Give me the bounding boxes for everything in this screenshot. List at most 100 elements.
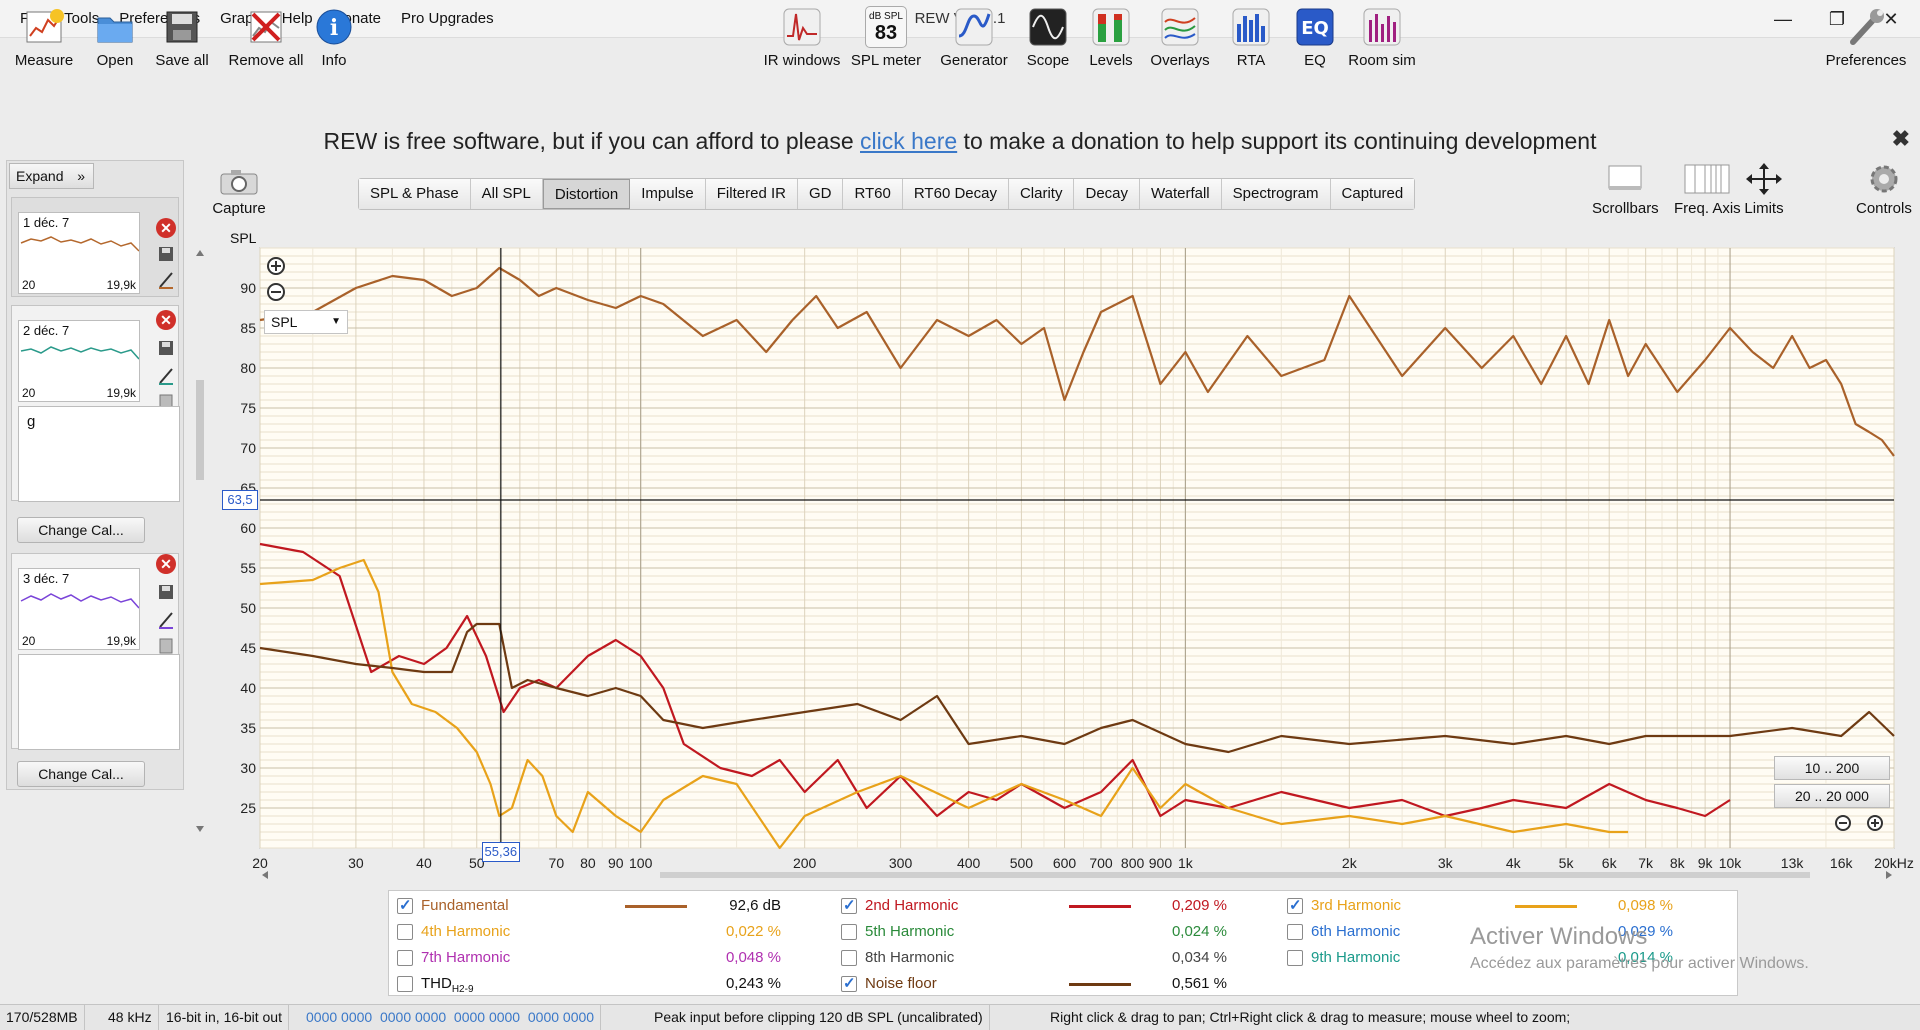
legend-label[interactable]: 7th Harmonic xyxy=(421,949,511,966)
legend-checkbox[interactable] xyxy=(397,896,413,914)
legend-checkbox[interactable] xyxy=(841,950,857,966)
room-sim-button[interactable]: Room sim xyxy=(1344,6,1420,78)
measurement-thumbnail[interactable]: 1 déc. 7 20 19,9k xyxy=(18,212,140,294)
donation-link[interactable]: click here xyxy=(860,128,958,154)
measurement-item[interactable]: 2 déc. 7 20 19,9k ✕ g xyxy=(11,305,180,502)
expand-button[interactable]: Expand » xyxy=(9,163,94,189)
eq-button[interactable]: EQ EQ xyxy=(1290,6,1340,78)
measure-button[interactable]: Measure xyxy=(14,6,74,78)
ir-windows-button[interactable]: IR windows xyxy=(760,6,844,78)
menu-pro-upgrades[interactable]: Pro Upgrades xyxy=(401,10,494,27)
distortion-graph[interactable]: 25 30 35 40 45 50 55 60 65 70 75 80 85 90 20 30 40 50 70 8… xyxy=(0,230,1920,880)
save-icon[interactable] xyxy=(156,338,176,358)
measurement-thumbnail[interactable]: 3 déc. 7 20 19,9k xyxy=(18,568,140,650)
change-cal-button[interactable]: Change Cal... xyxy=(17,761,145,787)
scope-button[interactable]: Scope xyxy=(1022,6,1074,78)
legend-label[interactable]: 9th Harmonic xyxy=(1311,949,1401,966)
x-zoom-in-icon[interactable] xyxy=(1866,814,1884,832)
tab-decay[interactable]: Decay xyxy=(1074,179,1141,209)
save-icon[interactable] xyxy=(156,582,176,602)
legend-label[interactable]: 8th Harmonic xyxy=(865,949,955,966)
legend-checkbox[interactable] xyxy=(841,924,857,940)
legend-label[interactable]: 2nd Harmonic xyxy=(865,897,959,914)
measurement-item[interactable]: 3 déc. 7 20 19,9k ✕ xyxy=(11,553,180,750)
save-icon[interactable] xyxy=(156,244,176,264)
levels-button[interactable]: Levels xyxy=(1086,6,1136,78)
preferences-button[interactable]: Preferences xyxy=(1820,6,1912,78)
legend-checkbox[interactable] xyxy=(397,924,413,940)
tab-filtered-ir[interactable]: Filtered IR xyxy=(705,179,798,209)
legend-checkbox[interactable] xyxy=(841,974,857,992)
x-zoom-out-icon[interactable] xyxy=(1834,814,1852,832)
x-tick-label: 50 xyxy=(469,855,485,871)
tab-spectrogram[interactable]: Spectrogram xyxy=(1221,179,1331,209)
capture-button[interactable]: Capture xyxy=(212,168,266,217)
legend-checkbox[interactable] xyxy=(841,896,857,914)
menu-tools[interactable]: Tools xyxy=(64,10,100,27)
pen-icon[interactable] xyxy=(156,270,176,290)
legend-label[interactable]: 3rd Harmonic xyxy=(1311,897,1402,914)
legend-label[interactable]: 6th Harmonic xyxy=(1311,923,1401,940)
range-20-20000-button[interactable]: 20 .. 20 000 xyxy=(1774,784,1890,808)
legend-label[interactable]: 4th Harmonic xyxy=(421,923,511,940)
tab-spl-phase[interactable]: SPL & Phase xyxy=(359,179,471,209)
tab-rt60-decay[interactable]: RT60 Decay xyxy=(902,179,1009,209)
legend-label[interactable]: THDH2-9 xyxy=(421,975,474,995)
freq-axis-button[interactable]: Freq. Axis xyxy=(1674,162,1741,217)
donation-close-button[interactable]: ✖ xyxy=(1891,126,1910,151)
measurement-thumbnail[interactable]: 2 déc. 7 20 19,9k xyxy=(18,320,140,402)
zoom-in-icon[interactable] xyxy=(266,256,286,276)
menu-help[interactable]: Help xyxy=(281,10,313,27)
legend-label[interactable]: 5th Harmonic xyxy=(865,923,955,940)
remove-measurement-icon[interactable]: ✕ xyxy=(156,554,176,574)
tab-captured[interactable]: Captured xyxy=(1330,179,1415,209)
pen-icon[interactable] xyxy=(156,366,176,386)
measurement-notes[interactable]: g xyxy=(18,406,180,502)
legend-checkbox[interactable] xyxy=(1287,950,1303,966)
y-axis-dropdown[interactable]: SPL ▼ xyxy=(264,310,348,334)
tab-impulse[interactable]: Impulse xyxy=(630,179,706,209)
tab-gd[interactable]: GD xyxy=(797,179,844,209)
tab-rt60[interactable]: RT60 xyxy=(843,179,903,209)
legend-value: 0,022 % xyxy=(725,923,781,940)
change-cal-button[interactable]: Change Cal... xyxy=(17,517,145,543)
overlays-button[interactable]: Overlays xyxy=(1146,6,1214,78)
tab-clarity[interactable]: Clarity xyxy=(1008,179,1075,209)
notes-icon[interactable] xyxy=(156,636,176,656)
legend-checkbox[interactable] xyxy=(1287,924,1303,940)
pen-icon[interactable] xyxy=(156,610,176,630)
plot-area[interactable] xyxy=(259,247,1895,849)
controls-button[interactable]: Controls xyxy=(1856,162,1912,217)
graph-horizontal-scrollbar[interactable] xyxy=(260,870,1894,880)
restore-button[interactable]: ❐ xyxy=(1828,8,1846,29)
measurement-notes[interactable] xyxy=(18,654,180,750)
minimize-button[interactable]: — xyxy=(1774,8,1792,29)
legend-label[interactable]: Fundamental xyxy=(421,897,509,914)
measurements-scrollbar[interactable] xyxy=(194,246,206,836)
measurement-item[interactable]: 1 déc. 7 20 19,9k ✕ xyxy=(11,197,179,297)
remove-measurement-icon[interactable]: ✕ xyxy=(156,310,176,330)
tab-distortion[interactable]: Distortion xyxy=(542,179,631,209)
range-10-200-button[interactable]: 10 .. 200 xyxy=(1774,756,1890,780)
legend-checkbox[interactable] xyxy=(1287,896,1303,914)
rta-button[interactable]: RTA xyxy=(1226,6,1276,78)
close-window-button[interactable]: ✕ xyxy=(1883,8,1899,29)
info-button[interactable]: i Info xyxy=(312,6,356,78)
spl-meter-button[interactable]: dB SPL 83 SPL meter xyxy=(850,6,922,78)
save-all-button[interactable]: Save all xyxy=(154,6,210,78)
open-button[interactable]: Open xyxy=(90,6,140,78)
scrollbars-button[interactable]: Scrollbars xyxy=(1592,162,1659,217)
controls-label: Controls xyxy=(1856,200,1912,217)
cursor[interactable] xyxy=(260,248,1894,848)
generator-button[interactable]: Generator xyxy=(936,6,1012,78)
legend-label[interactable]: Noise floor xyxy=(865,975,937,992)
legend-checkbox[interactable] xyxy=(397,950,413,966)
zoom-out-icon[interactable] xyxy=(266,282,286,302)
tab-all-spl[interactable]: All SPL xyxy=(470,179,543,209)
limits-button[interactable]: Limits xyxy=(1742,162,1786,217)
tab-waterfall[interactable]: Waterfall xyxy=(1140,179,1222,209)
remove-all-button[interactable]: Remove all xyxy=(226,6,306,78)
remove-measurement-icon[interactable]: ✕ xyxy=(156,218,176,238)
legend-checkbox[interactable] xyxy=(397,976,413,992)
